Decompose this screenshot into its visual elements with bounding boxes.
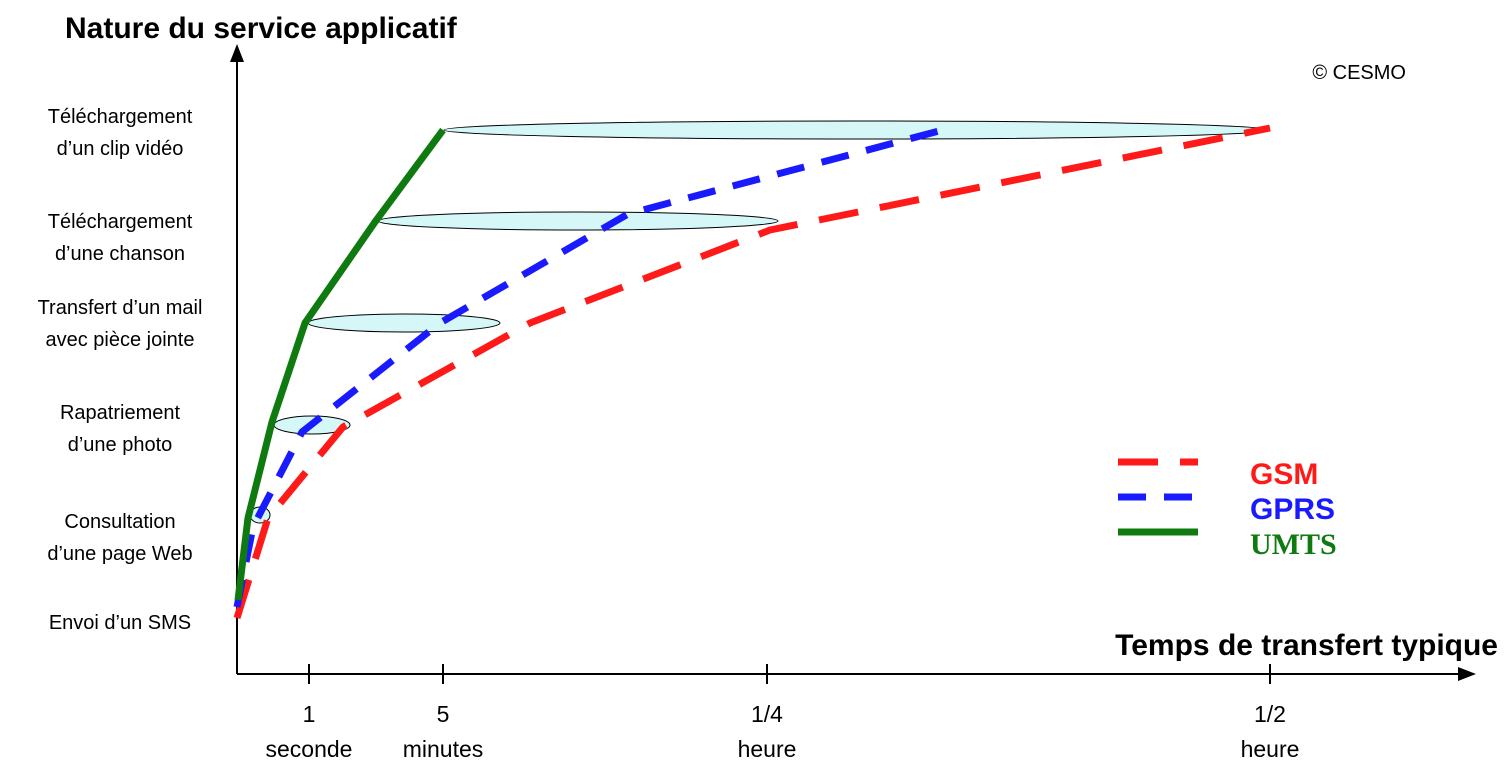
series-line-umts [234, 127, 446, 601]
y-category-label: d’un clip vidéo [57, 138, 184, 160]
copyright-text: © CESMO [1312, 62, 1406, 84]
x-tick-value: 1 [303, 701, 316, 727]
y-category-label: Envoi d’un SMS [49, 612, 191, 634]
y-tick-labels: Envoi d’un SMS Consultation d’une page Web… [38, 106, 203, 634]
series-lines [233, 124, 1271, 620]
y-category-label: Consultation [64, 511, 175, 533]
x-tick-value: 1/2 [1254, 701, 1286, 727]
y-category-label: d’une photo [68, 434, 173, 456]
legend-label-gsm: GSM [1250, 458, 1318, 491]
x-ticks: 1 seconde 5 minutes 1/4 heure 1/2 heure [266, 664, 1300, 762]
x-tick-value: 5 [437, 701, 450, 727]
y-category-label: d’une chanson [55, 243, 185, 265]
service-range-ellipse [377, 211, 779, 231]
x-axis-title: Temps de transfert typique [1115, 629, 1498, 662]
x-tick-unit: heure [738, 736, 797, 762]
legend-label-gprs: GPRS [1250, 493, 1335, 526]
x-tick-unit: heure [1241, 736, 1300, 762]
y-category-label: Téléchargement [48, 211, 193, 233]
y-category-label: d’une page Web [47, 543, 192, 565]
y-axis-title: Nature du service applicatif [65, 12, 458, 45]
series-line-gprs [233, 124, 951, 608]
legend-label-umts: UMTS [1250, 528, 1337, 561]
y-category-label: avec pièce jointe [46, 329, 195, 351]
service-range-ellipse [307, 313, 501, 333]
service-range-ellipse [443, 120, 1271, 140]
x-tick-unit: minutes [403, 736, 484, 762]
x-axis-arrow [1458, 667, 1476, 681]
y-category-label: Téléchargement [48, 106, 193, 128]
series-line-gsm [233, 124, 1271, 620]
y-category-label: Transfert d’un mail [38, 297, 203, 319]
y-axis-arrow [230, 44, 244, 62]
y-category-label: Rapatriement [60, 402, 181, 424]
x-tick-unit: seconde [266, 736, 353, 762]
x-tick-value: 1/4 [751, 701, 783, 727]
